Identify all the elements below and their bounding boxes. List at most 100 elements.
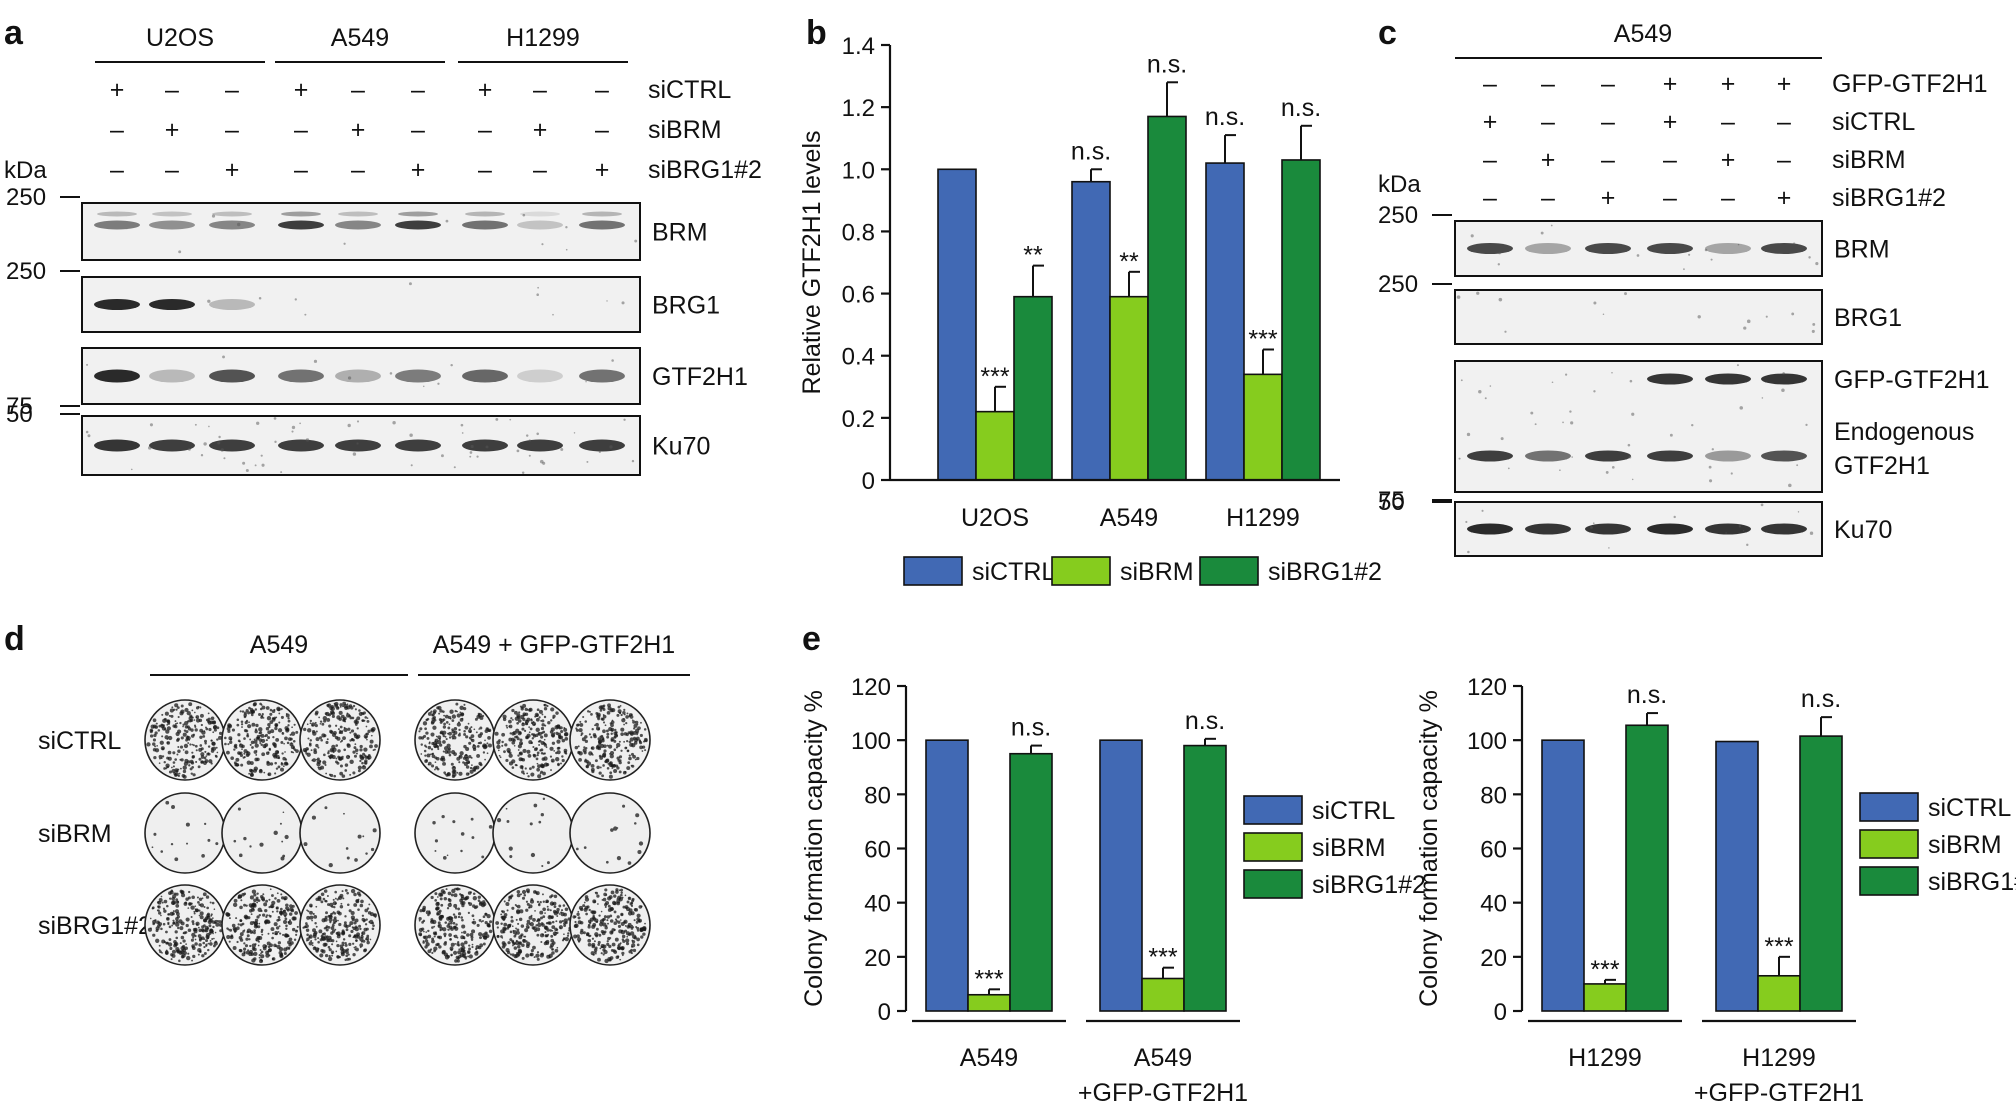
d-colony-dot [531,737,535,740]
d-colony-dot [241,892,245,897]
d-colony-dot [328,954,331,958]
d-colony-dot [459,953,464,958]
d-colony-dot [628,754,631,757]
d-colony-dot [253,768,258,773]
d-colony-dot [418,730,421,733]
d-colony-dot [204,750,207,754]
d-colony-dot [508,719,512,724]
d-colony-dot [366,940,370,945]
d-colony-dot [238,935,243,940]
d-colony-dot [602,755,604,758]
d-colony-dot [536,957,540,961]
d-colony-dot [207,942,210,945]
d-colony-dot [259,731,263,735]
d-colony-dot [316,759,322,764]
d-colony-dot [327,956,333,962]
d-colony-dot [471,914,475,918]
c-band [1467,523,1513,535]
d-colony-dot [265,915,268,919]
d-colony-dot [629,737,634,742]
d-colony-dot [197,901,200,904]
d-colony-dot [506,747,511,753]
d-colony-dot [253,739,258,744]
d-colony-dot [448,933,452,937]
d-colony-dot [606,735,610,739]
d-colony-dot [354,945,357,948]
d-colony-dot [471,836,475,839]
c-blot-speckle [1605,470,1609,474]
a-blot-speckle [187,447,191,451]
d-colony-dot [339,944,344,948]
d-colony-dot [207,915,209,918]
d-colony-dot [358,893,362,897]
d-colony-dot [623,717,625,720]
d-colony-dot [560,730,564,734]
d-colony-dot [302,747,307,753]
a-blot-speckle [437,382,440,385]
e1-legend-swatch-sibrg1#2 [1243,869,1303,899]
d-colony-dot [519,909,524,914]
d-colony-dot [614,733,619,738]
d-colony-dot [510,717,513,720]
d-colony-dot [613,921,618,926]
d-colony-dot [188,890,191,894]
d-colony-dot [431,764,435,768]
d-colony-dot [348,934,352,938]
d-colony-dot [192,922,195,926]
d-colony-dot [535,892,538,895]
a-treatment-sign: – [411,76,425,104]
d-colony-dot [248,721,250,724]
e1-y-tick-label: 0 [878,999,891,1026]
a-band [395,369,441,383]
d-colony-dot [590,712,593,716]
d-colony-dot [438,917,443,921]
d-colony-dot [543,733,548,738]
a-blot-speckle [453,466,456,469]
d-colony-dot [590,767,595,772]
d-colony-dot [595,934,599,938]
d-colony-dot [354,918,359,923]
d-colony-dot [191,755,195,759]
d-colony-dot [356,727,359,730]
d-colony-dot [544,931,547,934]
d-colony-dot [438,712,441,715]
a-treatment-sign: – [165,76,179,104]
d-colony-dot [353,892,357,897]
e2-significance-label: n.s. [1627,681,1667,709]
d-colony-dot [518,941,522,945]
d-colony-dot [418,932,423,937]
d-colony-dot [556,724,561,729]
a-blot-speckle [260,454,263,457]
d-colony-dot [620,713,623,717]
d-colony-dot [365,852,368,855]
d-colony-dot [550,894,554,898]
d-colony-dot [281,752,284,755]
d-colony-dot [517,744,522,749]
d-colony-dot [613,748,617,752]
c-band [1647,243,1693,254]
d-colony-dot [525,944,530,949]
d-colony-dot [476,714,481,719]
d-colony-dot [533,803,538,808]
d-colony-dot [306,752,311,757]
d-colony-dot [430,732,435,737]
d-colony-dot [247,949,250,952]
d-colony-dot [494,731,499,736]
d-colony-dot [246,734,250,738]
d-colony-dot [616,901,621,906]
d-colony-dot [211,901,215,905]
d-colony-dot [199,903,205,908]
d-colony-dot [576,934,580,938]
d-colony-dot [231,923,236,928]
d-colony-dot [549,915,552,918]
e1-y-tick-label: 100 [851,728,891,755]
d-colony-dot [422,905,426,910]
d-colony-dot [582,715,585,719]
d-colony-dot [577,723,580,727]
c-blot-speckle [1765,315,1768,318]
d-colony-dot [325,928,329,932]
d-colony-dot [488,929,493,934]
d-colony-dot [162,718,167,723]
c-blot-speckle [1683,268,1685,271]
d-colony-dot [305,922,308,925]
